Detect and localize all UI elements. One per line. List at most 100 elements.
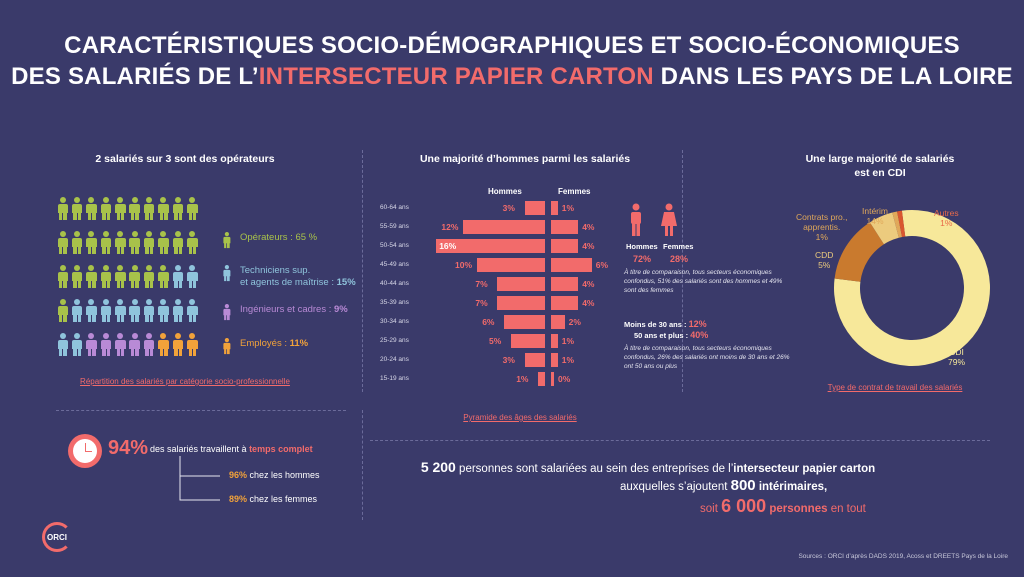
legend-employes-label: Employés : — [240, 338, 290, 349]
label-cdd: CDD 5% — [815, 250, 833, 270]
label-cdd-name: CDD — [815, 250, 834, 260]
age-label: 25-29 ans — [380, 337, 409, 344]
person-icon — [157, 197, 171, 221]
women-label: Femmes — [663, 242, 694, 251]
bar-hommes — [477, 258, 545, 272]
label-interim-name: Intérim — [862, 206, 888, 216]
man-icon — [631, 203, 641, 236]
legend-cadres-text: Ingénieurs et cadres : 9% — [240, 304, 348, 316]
age-stats: Moins de 30 ans : 12% 50 ans et plus : 4… — [624, 319, 708, 341]
person-icon — [56, 231, 70, 255]
left-caption[interactable]: Répartition des salariés par catégorie s… — [80, 377, 290, 386]
age-label: 50-54 ans — [380, 242, 409, 249]
main-title: CARACTÉRISTIQUES SOCIO-DÉMOGRAPHIQUES ET… — [0, 30, 1024, 92]
label-contrats: Contrats pro., apprentis. 1% — [796, 212, 848, 242]
age-label: 30-34 ans — [380, 318, 409, 325]
pictogram-row — [56, 333, 200, 367]
divider-left — [362, 150, 363, 392]
person-icon — [114, 197, 128, 221]
label-femmes: 1% — [561, 203, 575, 213]
label-interim: Intérim 14% — [862, 206, 888, 226]
legend-techniciens: Techniciens sup. et agents de maîtrise : … — [222, 265, 356, 289]
summary-line-1-a: personnes sont salariées au sein des ent… — [455, 463, 734, 475]
bar-femmes — [551, 353, 558, 367]
right-heading: Une large majorité de salariés est en CD… — [790, 152, 970, 180]
person-icon — [171, 333, 185, 357]
legend-operateurs-value: 65 % — [295, 232, 318, 243]
woman-icon — [661, 203, 677, 236]
label-femmes: 1% — [561, 336, 575, 346]
person-icon — [70, 333, 84, 357]
label-femmes: 4% — [582, 298, 595, 308]
person-icon — [70, 299, 84, 323]
pictogram-row — [56, 265, 200, 299]
summary-5200: 5 200 — [420, 459, 456, 475]
summary-line-3-c: en tout — [827, 503, 866, 515]
person-icon — [222, 338, 232, 360]
label-hommes: 1% — [516, 374, 529, 384]
legend-techniciens-label1: Techniciens sup. — [240, 265, 311, 276]
divider-right — [682, 150, 683, 392]
young-label: Moins de 30 ans : — [624, 320, 689, 329]
legend-techniciens-value: 15% — [336, 277, 356, 288]
left-heading: 2 salariés sur 3 sont des opérateurs — [95, 153, 275, 165]
bar-hommes — [524, 201, 545, 215]
person-icon — [85, 197, 99, 221]
bracket-lines — [179, 456, 220, 501]
person-icon — [99, 231, 113, 255]
age-label: 60-64 ans — [380, 204, 409, 211]
person-icon — [157, 299, 171, 323]
pictogram-row — [56, 299, 200, 333]
person-icon — [128, 299, 142, 323]
person-icon — [128, 231, 142, 255]
fulltime-text-bold: temps complet — [249, 444, 313, 454]
person-icon — [171, 299, 185, 323]
middle-caption[interactable]: Pyramide des âges des salariés — [463, 413, 577, 422]
bar-hommes — [497, 296, 545, 310]
summary-6000: 6 000 — [721, 496, 767, 516]
contract-donut — [834, 210, 990, 366]
label-femmes: 4% — [582, 279, 595, 289]
label-hommes: 7% — [475, 279, 488, 289]
title-highlight: INTERSECTEUR PAPIER CARTON — [258, 63, 654, 90]
label-cdd-value: 5% — [818, 260, 831, 270]
fulltime-men: 96% chez les hommes — [229, 470, 320, 480]
label-interim-value: 14% — [866, 216, 884, 226]
source-note: Sources : ORCI d’après DADS 2019, Acoss … — [798, 553, 1008, 560]
person-icon — [99, 299, 113, 323]
clock-icon — [68, 434, 102, 468]
right-caption[interactable]: Type de contrat de travail des salariés — [827, 383, 963, 392]
person-icon — [70, 265, 84, 289]
gender-icons — [631, 203, 677, 236]
age-label: 35-39 ans — [380, 299, 409, 306]
bar-femmes — [551, 220, 579, 234]
orci-logo: ORCI — [42, 522, 72, 552]
label-autres-value: 1% — [940, 218, 953, 228]
person-icon — [85, 299, 99, 323]
person-icon — [142, 231, 156, 255]
person-icon — [114, 231, 128, 255]
person-icon — [186, 231, 200, 255]
person-icon — [128, 197, 142, 221]
bar-hommes — [538, 372, 545, 386]
bar-femmes — [551, 201, 558, 215]
label-hommes: 3% — [502, 203, 515, 213]
person-icon — [142, 299, 156, 323]
right-heading-line1: Une large majorité de salariés — [805, 153, 955, 165]
donut-slice-int-rim — [834, 222, 884, 282]
person-icon — [142, 197, 156, 221]
label-cdi-name: CDI — [949, 347, 964, 357]
bar-hommes — [436, 239, 545, 253]
legend-employes-text: Employés : 11% — [240, 338, 308, 350]
note-gender: À titre de comparaison, tous secteurs éc… — [624, 269, 783, 294]
divider-bottom-right — [370, 440, 990, 441]
label-contrats-value: 1% — [815, 232, 828, 242]
legend-employes: Employés : 11% — [222, 338, 308, 360]
person-icon — [128, 265, 142, 289]
person-icon — [157, 333, 171, 357]
person-icon — [56, 299, 70, 323]
person-icon — [56, 197, 70, 221]
summary-800: 800 — [730, 477, 756, 494]
women-pct: 28% — [670, 254, 689, 264]
legend-operateurs-label: Opérateurs : — [240, 232, 296, 243]
